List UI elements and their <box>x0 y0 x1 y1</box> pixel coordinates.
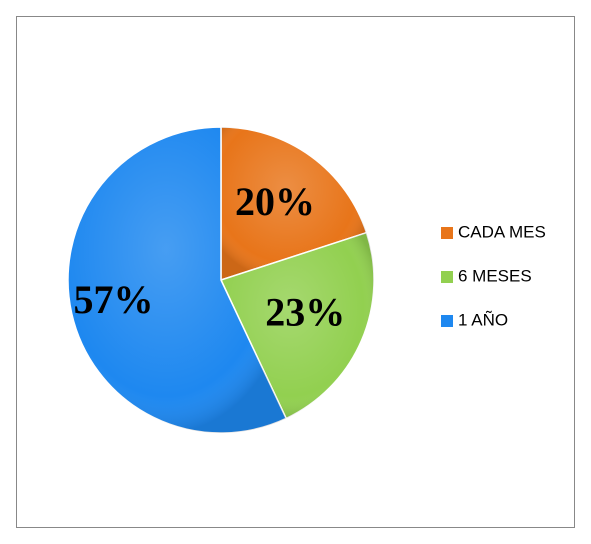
legend-label: 6 MESES <box>458 266 532 285</box>
data-label: 23% <box>265 290 345 335</box>
legend-label: 1 AÑO <box>458 310 508 329</box>
legend-swatch <box>441 315 453 327</box>
legend-swatch <box>441 271 453 283</box>
data-label: 20% <box>235 179 315 224</box>
data-label: 57% <box>73 277 153 322</box>
legend-label: CADA MES <box>458 222 546 241</box>
legend-swatch <box>441 227 453 239</box>
